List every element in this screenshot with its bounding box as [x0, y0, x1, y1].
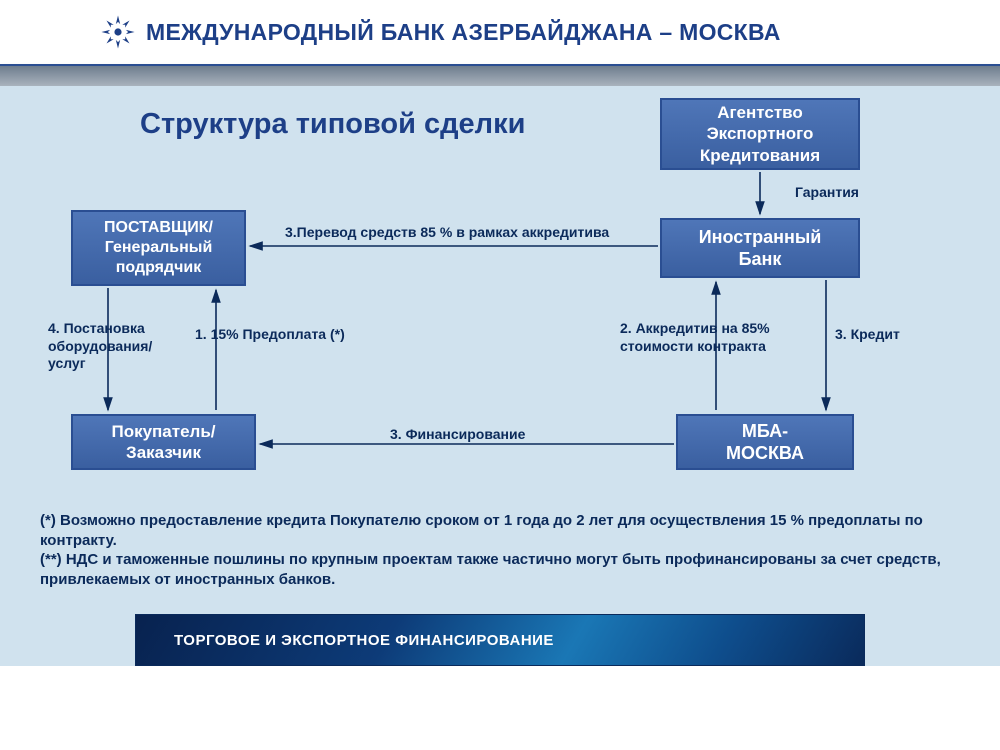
- edge-label-akk: 2. Аккредитив на 85% стоимости контракта: [620, 320, 810, 355]
- node-supplier: ПОСТАВЩИК/Генеральныйподрядчик: [71, 210, 246, 286]
- edge-label-delivery: 4. Постановка оборудования/ услуг: [48, 320, 163, 373]
- bottom-banner: ТОРГОВОЕ И ЭКСПОРТНОЕ ФИНАНСИРОВАНИЕ: [135, 614, 865, 666]
- header: МЕЖДУНАРОДНЫЙ БАНК АЗЕРБАЙДЖАНА – МОСКВА: [0, 0, 1000, 64]
- slide-title: Структура типовой сделки: [140, 108, 525, 141]
- edge-label-credit: 3. Кредит: [835, 326, 925, 344]
- edge-label-prepay: 1. 15% Предоплата (*): [195, 326, 365, 344]
- edge-label-finance: 3. Финансирование: [390, 426, 570, 444]
- slide-content: Структура типовой сделки АгентствоЭкспор…: [0, 86, 1000, 666]
- header-stripe: [0, 64, 1000, 86]
- edge-label-transfer: 3.Перевод средств 85 % в рамках аккредит…: [285, 224, 655, 242]
- node-agency: АгентствоЭкспортногоКредитования: [660, 98, 860, 170]
- logo-icon: [100, 14, 136, 50]
- footnote-2: (**) НДС и таможенные пошлины по крупным…: [40, 550, 960, 589]
- node-mba: МБА-МОСКВА: [676, 414, 854, 470]
- bottom-banner-text: ТОРГОВОЕ И ЭКСПОРТНОЕ ФИНАНСИРОВАНИЕ: [174, 632, 554, 649]
- edge-label-guarantee: Гарантия: [795, 184, 915, 202]
- header-title: МЕЖДУНАРОДНЫЙ БАНК АЗЕРБАЙДЖАНА – МОСКВА: [146, 19, 781, 46]
- node-buyer: Покупатель/Заказчик: [71, 414, 256, 470]
- footnotes: (*) Возможно предоставление кредита Поку…: [40, 511, 960, 589]
- footnote-1: (*) Возможно предоставление кредита Поку…: [40, 511, 960, 550]
- node-foreign_bank: ИностранныйБанк: [660, 218, 860, 278]
